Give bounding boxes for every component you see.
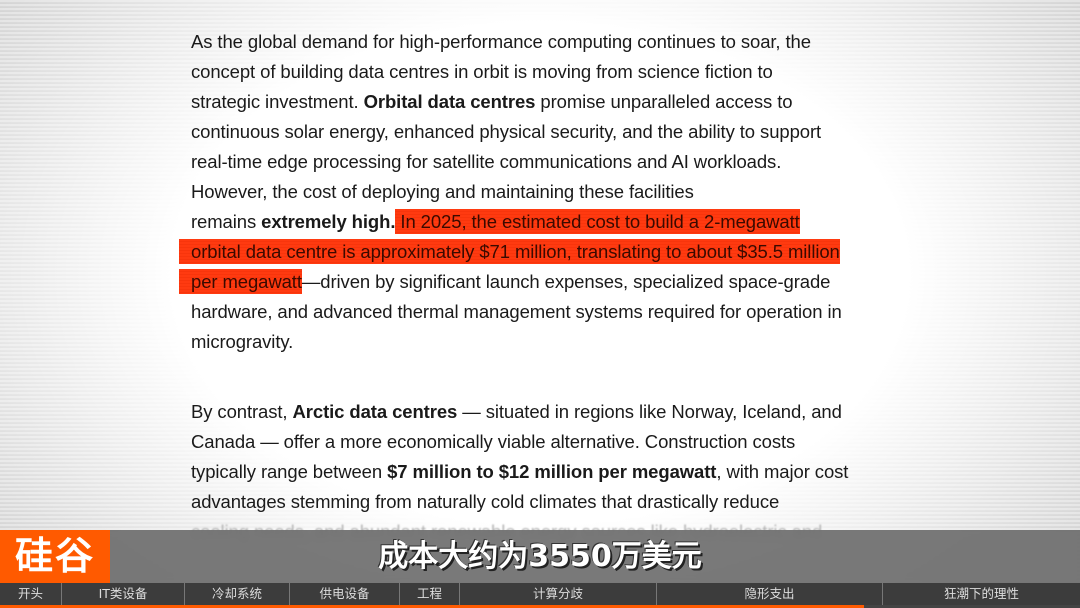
text-span: promise unparalleled access to: [535, 91, 793, 112]
chapter-item[interactable]: 开头: [0, 583, 62, 605]
text-span: advantages stemming from naturally cold …: [191, 491, 780, 512]
chapter-item[interactable]: 工程: [400, 583, 460, 605]
text-line: concept of building data centres in orbi…: [191, 57, 951, 87]
text-line: As the global demand for high-performanc…: [191, 27, 951, 57]
highlighted-text: orbital data centre is approximately $71…: [179, 239, 840, 264]
chapter-item[interactable]: 狂潮下的理性: [943, 586, 1019, 601]
chapter-nav: 开头 IT类设备 冷却系统 供电设备 工程 计算分歧 隐形支出 狂潮下的理性: [0, 583, 1080, 605]
text-line: microgravity.: [191, 327, 951, 357]
text-span: concept of building data centres in orbi…: [191, 61, 773, 82]
text-line: orbital data centre is approximately $71…: [179, 237, 951, 267]
subtitle-caption: 成本大约为3550万美元: [378, 539, 702, 574]
text-span: microgravity.: [191, 331, 294, 352]
bold-text: Orbital data centres: [363, 91, 536, 112]
text-span: real-time edge processing for satellite …: [191, 151, 782, 172]
text-span: remains: [191, 211, 262, 232]
chapter-item[interactable]: 计算分歧: [460, 583, 657, 605]
text-span: — situated in regions like Norway, Icela…: [457, 401, 842, 422]
bold-text: .: [390, 211, 396, 232]
bold-text: Arctic data centres: [292, 401, 458, 422]
channel-logo: 硅谷: [0, 530, 110, 583]
text-line: typically range between $7 million to $1…: [191, 457, 951, 487]
text-span: , with major cost: [716, 461, 849, 482]
text-line: strategic investment. Orbital data centr…: [191, 87, 951, 117]
text-line: hardware, and advanced thermal managemen…: [191, 297, 951, 327]
chapter-item[interactable]: 供电设备: [290, 583, 400, 605]
text-span: By contrast,: [191, 401, 293, 422]
paragraph-gap: [191, 357, 951, 397]
text-line: However, the cost of deploying and maint…: [191, 177, 951, 207]
progress-fill: [0, 605, 864, 608]
text-span: strategic investment.: [191, 91, 364, 112]
text-line: real-time edge processing for satellite …: [191, 147, 951, 177]
text-line: Canada — offer a more economically viabl…: [191, 427, 951, 457]
highlighted-text: In 2025, the estimated cost to build a 2…: [395, 209, 800, 234]
text-line: per megawatt—driven by significant launc…: [179, 267, 951, 297]
video-progress-bar[interactable]: [0, 605, 1080, 608]
bold-text: extremely high: [261, 211, 391, 232]
text-line: continuous solar energy, enhanced physic…: [191, 117, 951, 147]
highlighted-text: per megawatt: [179, 269, 302, 294]
text-line: remains extremely high. In 2025, the est…: [191, 207, 951, 237]
text-span: hardware, and advanced thermal managemen…: [191, 301, 842, 322]
bold-text: $7 million to $12 million per megawatt: [387, 461, 717, 482]
text-span: However, the cost of deploying and maint…: [191, 181, 694, 202]
article-text: As the global demand for high-performanc…: [179, 27, 951, 547]
chapter-item[interactable]: IT类设备: [62, 583, 185, 605]
subtitle-band: [0, 530, 1080, 583]
text-span: typically range between: [191, 461, 388, 482]
chapter-item[interactable]: 隐形支出: [657, 583, 883, 605]
text-span: As the global demand for high-performanc…: [191, 31, 811, 52]
chapter-item[interactable]: 冷却系统: [185, 583, 290, 605]
text-span: continuous solar energy, enhanced physic…: [191, 121, 822, 142]
text-line: By contrast, Arctic data centres — situa…: [191, 397, 951, 427]
text-span: Canada — offer a more economically viabl…: [191, 431, 796, 452]
text-line: advantages stemming from naturally cold …: [191, 487, 951, 517]
text-span: —driven by significant launch expenses, …: [301, 271, 831, 292]
